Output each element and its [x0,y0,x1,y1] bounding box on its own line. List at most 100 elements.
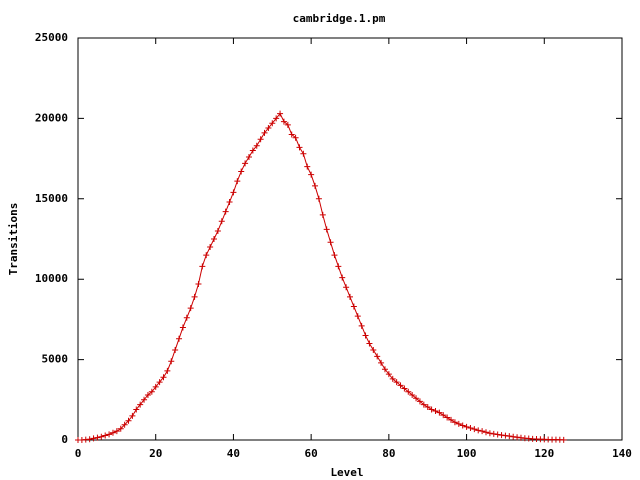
point [479,428,486,435]
x-tick-label: 0 [75,447,82,460]
point [350,303,357,310]
point [288,131,295,138]
y-tick-label: 5000 [42,353,69,366]
point [424,404,431,411]
point [432,408,439,415]
point [490,430,497,437]
point [187,305,194,312]
point [366,340,373,347]
point [98,433,105,440]
point [179,324,186,331]
point [109,429,116,436]
plot-frame [77,37,623,441]
point [475,427,482,434]
point [347,293,353,300]
point [195,281,202,288]
x-tick-label: 100 [457,447,477,460]
point [129,412,136,419]
point [261,129,268,136]
point [226,199,233,206]
point [113,428,120,435]
x-axis-label: Level [330,466,363,479]
x-tick-label: 20 [149,447,162,460]
point [343,284,350,291]
point [362,332,369,339]
point [455,420,462,427]
point [137,401,144,408]
chart-title: cambridge.1.pm [293,12,386,25]
point [141,396,148,403]
point [160,374,167,381]
point [483,429,489,436]
point [413,395,420,402]
point [319,211,326,218]
point [327,239,334,246]
point [211,236,217,242]
point [156,379,163,386]
point [444,414,451,421]
point [308,171,315,178]
point [102,432,109,439]
point [207,244,214,251]
point [448,416,455,423]
point [292,134,299,141]
point [381,366,388,373]
point [222,208,229,215]
y-tick-label: 15000 [35,192,68,205]
point [280,118,287,125]
point [238,168,245,175]
point [86,436,93,443]
point [144,391,151,398]
point [133,406,140,413]
point [117,425,124,432]
point [312,182,319,189]
point [506,433,513,440]
point [315,195,322,202]
y-axis-label: Transitions [7,203,20,276]
point [296,144,303,151]
point [253,142,260,149]
point [125,417,132,424]
point [436,409,443,416]
point [176,335,183,342]
point [451,419,458,426]
point [401,385,408,392]
point [152,383,159,390]
point [471,426,478,433]
point [378,359,385,366]
point [354,313,361,320]
point [214,227,221,234]
point [416,398,423,405]
x-tick-label: 40 [227,447,240,460]
point [218,218,225,225]
point [420,401,427,408]
point [94,434,101,441]
point [409,391,416,398]
point [440,412,447,419]
point [90,435,97,442]
point [234,178,241,185]
point [405,388,412,395]
point [245,153,252,160]
point [257,136,264,143]
point [486,430,493,437]
point [148,388,155,395]
point [199,263,206,270]
y-tick-label: 20000 [35,111,68,124]
point [393,379,400,386]
point [249,147,256,154]
point [331,252,338,259]
point [339,274,346,281]
point [277,110,284,117]
point [242,160,249,167]
point [273,115,280,122]
x-tick-label: 120 [534,447,554,460]
point [304,163,311,170]
point [374,353,381,360]
point [191,293,198,300]
point [397,382,404,389]
point [428,406,435,413]
point [463,423,470,430]
point [358,322,365,329]
